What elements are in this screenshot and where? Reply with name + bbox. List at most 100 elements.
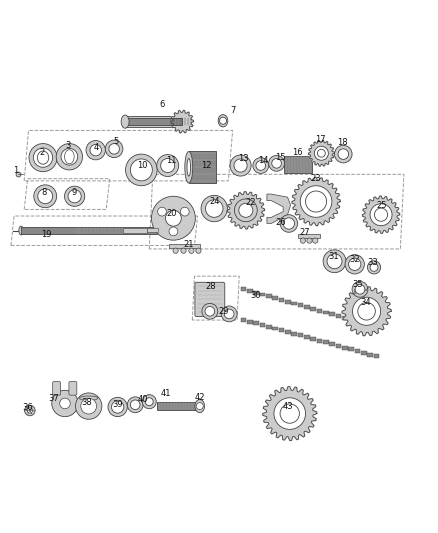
Bar	[265, 325, 271, 329]
Text: 20: 20	[166, 209, 176, 219]
Circle shape	[369, 204, 391, 225]
Bar	[347, 318, 353, 321]
Bar	[367, 352, 372, 357]
Text: 43: 43	[282, 402, 292, 411]
Circle shape	[306, 238, 311, 243]
Text: 18: 18	[336, 138, 347, 147]
Polygon shape	[291, 177, 339, 225]
Text: 15: 15	[274, 153, 285, 162]
Text: 42: 42	[194, 393, 205, 402]
Circle shape	[252, 158, 268, 173]
Circle shape	[34, 185, 57, 208]
Circle shape	[29, 143, 57, 172]
Bar	[322, 341, 328, 344]
Bar	[240, 287, 246, 291]
Circle shape	[173, 248, 178, 253]
Circle shape	[64, 186, 85, 206]
Circle shape	[334, 146, 351, 163]
Circle shape	[354, 285, 364, 294]
Text: 12: 12	[201, 161, 211, 170]
Circle shape	[369, 263, 377, 271]
Bar	[21, 227, 157, 234]
Circle shape	[337, 149, 348, 159]
Circle shape	[127, 397, 143, 413]
Circle shape	[142, 395, 156, 409]
Text: 9: 9	[71, 188, 76, 197]
Circle shape	[52, 390, 78, 417]
Circle shape	[75, 393, 102, 419]
Polygon shape	[226, 192, 264, 229]
Bar	[253, 290, 258, 295]
Text: 26: 26	[275, 218, 286, 227]
Bar	[253, 321, 258, 325]
Ellipse shape	[187, 158, 190, 176]
Text: 37: 37	[48, 394, 59, 403]
Circle shape	[271, 158, 281, 168]
Text: 2: 2	[39, 148, 44, 157]
Bar	[316, 338, 321, 343]
Circle shape	[160, 158, 174, 173]
Circle shape	[188, 248, 194, 253]
Circle shape	[352, 297, 380, 325]
Bar	[265, 294, 271, 298]
Circle shape	[165, 211, 181, 226]
Bar	[284, 300, 290, 304]
Circle shape	[61, 148, 78, 165]
Text: 7: 7	[230, 106, 235, 115]
Ellipse shape	[184, 151, 192, 183]
Circle shape	[145, 398, 153, 406]
Bar	[335, 344, 340, 348]
Circle shape	[322, 250, 345, 273]
Bar	[322, 311, 328, 314]
Circle shape	[367, 261, 380, 274]
Bar	[284, 156, 311, 173]
Bar	[310, 337, 315, 341]
Circle shape	[201, 303, 217, 319]
Text: 19: 19	[41, 230, 51, 239]
FancyBboxPatch shape	[69, 382, 77, 395]
Ellipse shape	[169, 227, 177, 236]
Circle shape	[86, 141, 105, 160]
Text: 11: 11	[166, 156, 176, 165]
Circle shape	[130, 400, 140, 410]
Circle shape	[27, 408, 32, 413]
Bar	[316, 309, 321, 313]
Bar	[259, 293, 265, 296]
Circle shape	[234, 199, 257, 222]
Bar	[278, 298, 284, 302]
Bar	[297, 334, 303, 337]
Circle shape	[268, 156, 284, 171]
Ellipse shape	[79, 396, 98, 400]
Text: 17: 17	[314, 135, 325, 144]
Bar	[290, 302, 296, 305]
Circle shape	[56, 143, 82, 170]
Polygon shape	[307, 140, 334, 166]
Circle shape	[156, 155, 178, 176]
Bar	[290, 332, 296, 336]
FancyBboxPatch shape	[194, 282, 224, 317]
Bar	[240, 318, 246, 322]
Bar	[272, 296, 277, 300]
Bar	[373, 354, 378, 358]
Circle shape	[219, 117, 226, 124]
Bar	[125, 118, 182, 125]
Text: 21: 21	[183, 240, 194, 249]
Text: 16: 16	[292, 148, 302, 157]
Circle shape	[230, 155, 251, 176]
Text: 30: 30	[250, 290, 260, 300]
Circle shape	[125, 154, 157, 185]
Text: 35: 35	[352, 280, 362, 289]
Circle shape	[238, 203, 252, 217]
Ellipse shape	[19, 226, 23, 235]
Bar	[328, 312, 334, 316]
Circle shape	[205, 200, 223, 217]
Circle shape	[348, 258, 360, 270]
Circle shape	[273, 398, 305, 430]
Polygon shape	[170, 110, 193, 133]
Polygon shape	[262, 386, 316, 441]
Bar	[328, 342, 334, 346]
Text: 40: 40	[137, 394, 148, 403]
Text: 27: 27	[299, 228, 310, 237]
Text: 4: 4	[94, 143, 99, 151]
Circle shape	[205, 306, 214, 316]
